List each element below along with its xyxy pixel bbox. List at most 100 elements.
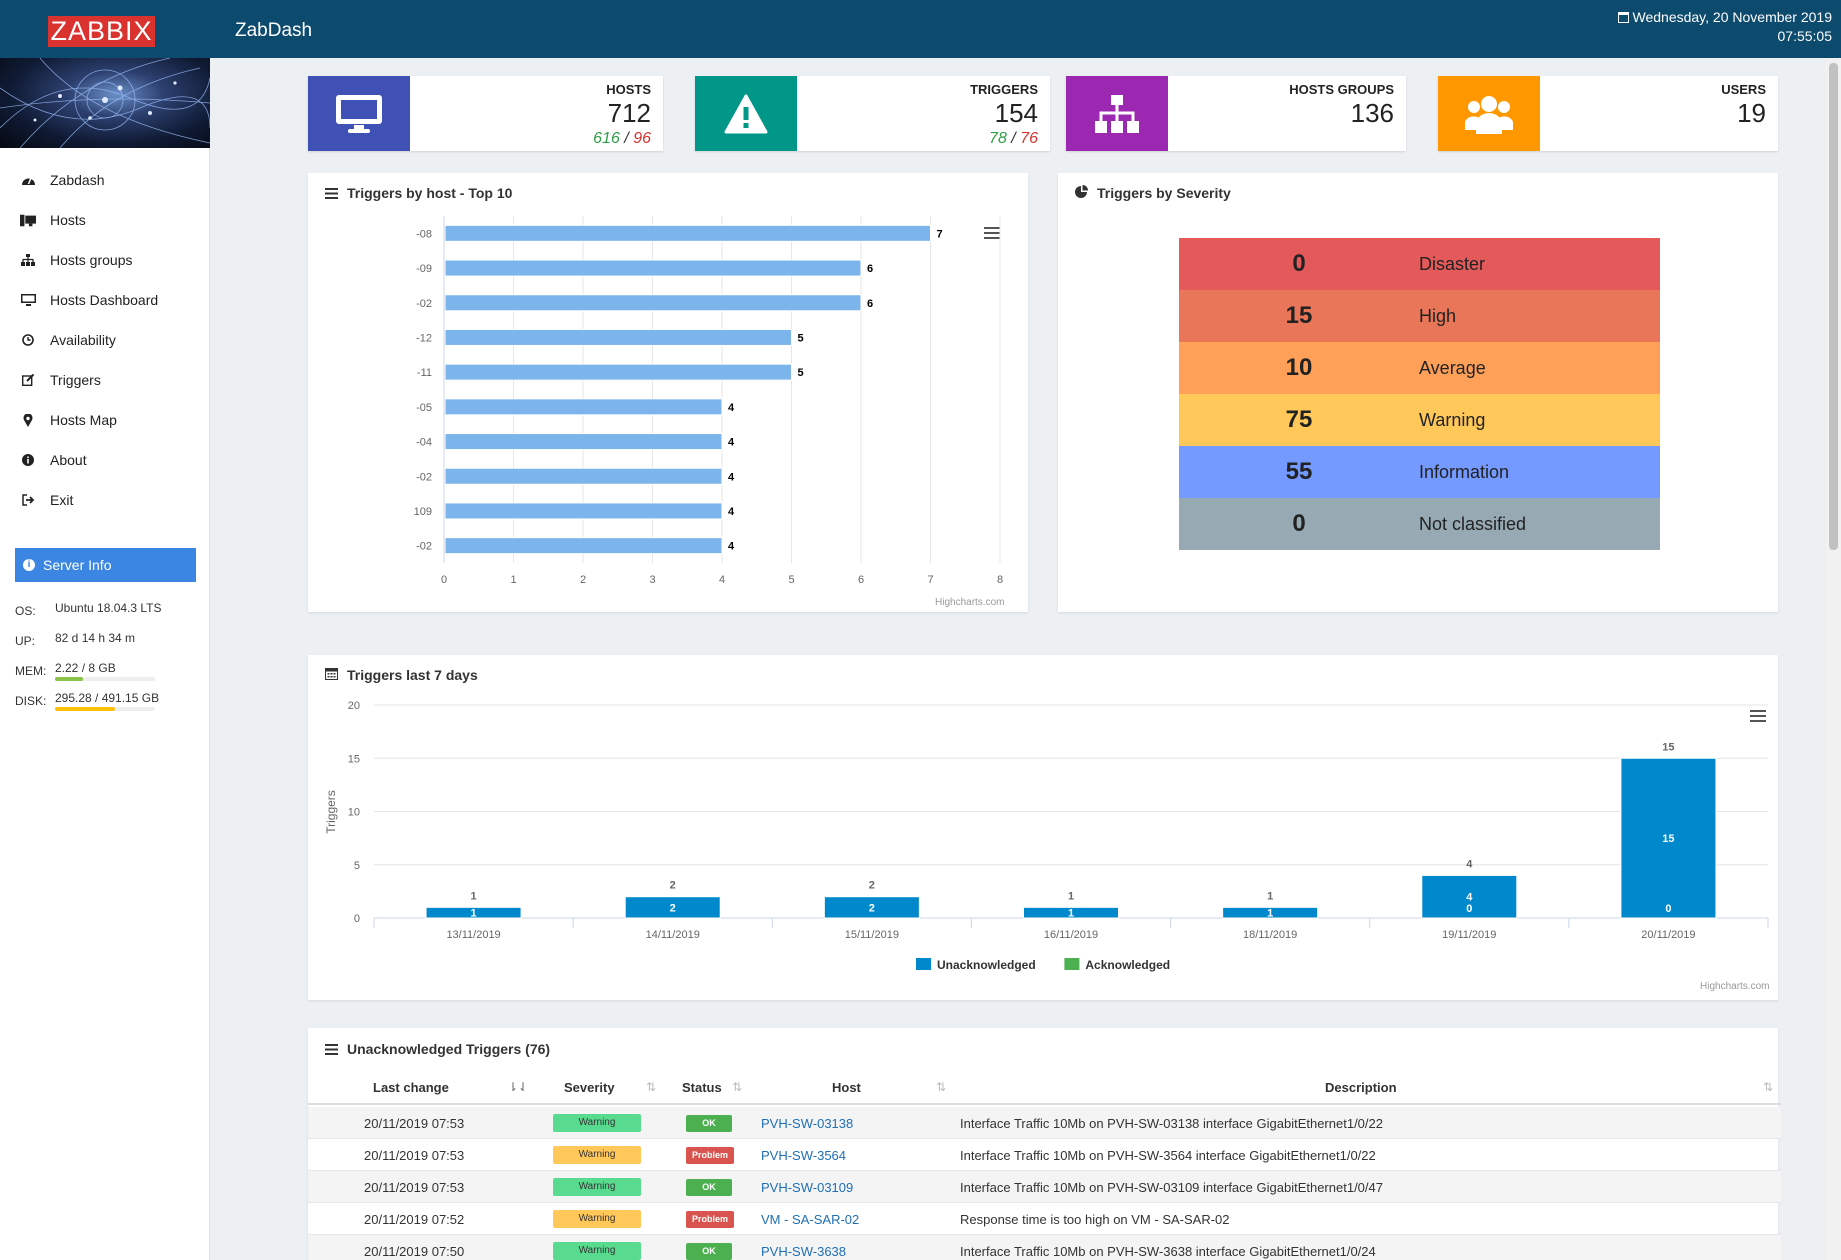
panel-title: Triggers by Severity: [1075, 185, 1231, 201]
severity-row[interactable]: 15 High: [1179, 290, 1660, 342]
card-label: HOSTS: [606, 82, 651, 97]
host-link[interactable]: PVH-SW-03109: [761, 1180, 854, 1195]
column-header-host[interactable]: Host: [832, 1080, 861, 1095]
y-tick-label: -02: [416, 471, 432, 483]
bar: [444, 537, 723, 555]
panel-title: Triggers by host - Top 10: [325, 185, 512, 201]
x-tick-label: 2: [580, 574, 586, 586]
server-disk: DISK: 295.28 / 491.15 GB: [0, 684, 209, 714]
chart-menu-icon[interactable]: [1750, 710, 1766, 722]
scrollbar-thumb[interactable]: [1829, 63, 1838, 550]
cell-last-change: 20/11/2019 07:53: [364, 1148, 465, 1163]
data-label: 4: [728, 541, 735, 553]
card-value: 154: [994, 98, 1038, 128]
sort-icon[interactable]: ⇅: [1763, 1080, 1774, 1094]
sidebar-item-hosts-map[interactable]: Hosts Map: [0, 400, 209, 440]
column-header-severity[interactable]: Severity: [564, 1080, 615, 1095]
column-header-last-change[interactable]: Last change: [373, 1080, 449, 1095]
severity-row[interactable]: 55 Information: [1179, 446, 1660, 498]
y-tick-label: -08: [416, 228, 432, 240]
card-value: 136: [1350, 98, 1394, 128]
sidebar-item-about[interactable]: About: [0, 440, 209, 480]
table-row[interactable]: 20/11/2019 07:52 Warning Problem VM - SA-SA…: [308, 1203, 1781, 1235]
severity-label: Not classified: [1419, 513, 1527, 534]
cell-last-change: 20/11/2019 07:53: [364, 1180, 465, 1195]
severity-row[interactable]: 75 Warning: [1179, 394, 1660, 446]
info-icon: [20, 453, 36, 467]
monitor-icon: [308, 76, 410, 151]
data-label: 7: [937, 228, 943, 240]
network-banner-image: [0, 58, 210, 148]
cell-last-change: 20/11/2019 07:50: [364, 1244, 465, 1259]
y-axis-title: Triggers: [324, 790, 338, 834]
sign-out-icon: [20, 493, 36, 507]
severity-row[interactable]: 0 Not classified: [1179, 498, 1660, 550]
table-row[interactable]: 20/11/2019 07:50 Warning OK PVH-SW-3638 Inte…: [308, 1235, 1781, 1260]
sidebar-item-zabdash[interactable]: Zabdash: [0, 160, 209, 200]
zabbix-logo[interactable]: ZABBIX: [48, 16, 155, 47]
total-label: 2: [670, 880, 676, 892]
triggers-last-7-days-chart: 05101520Triggers13/11/20191114/11/201922…: [324, 700, 1769, 972]
monitor-icon: [20, 293, 36, 307]
severity-label: Warning: [1419, 409, 1486, 430]
data-label: 0: [1665, 903, 1671, 915]
x-tick-label: 4: [719, 574, 725, 586]
sidebar-item-label: Hosts Dashboard: [50, 292, 159, 308]
sitemap-icon: [20, 253, 36, 267]
host-link[interactable]: VM - SA-SAR-02: [761, 1212, 860, 1227]
info-icon: i: [23, 559, 35, 571]
severity-label: Information: [1419, 461, 1510, 482]
y-tick-label: -05: [416, 402, 432, 414]
datetime: Wednesday, 20 November 2019 07:55:05: [1617, 8, 1832, 46]
page-scrollbar[interactable]: [1826, 58, 1841, 1260]
host-link[interactable]: PVH-SW-3564: [761, 1148, 847, 1163]
table-row[interactable]: 20/11/2019 07:53 Warning OK PVH-SW-03138 Int…: [308, 1107, 1781, 1139]
column-header-description[interactable]: Description: [1325, 1080, 1397, 1095]
server-info-button[interactable]: i Server Info: [15, 548, 196, 582]
data-label: 2: [670, 902, 676, 914]
data-label: 15: [1662, 833, 1674, 845]
sort-icon[interactable]: ⇅: [732, 1080, 743, 1094]
legend-label: Acknowledged: [1085, 958, 1170, 972]
hosts-card[interactable]: HOSTS 712 616 / 96: [308, 76, 663, 151]
y-tick-label: -12: [416, 332, 432, 344]
chart-menu-icon[interactable]: [984, 227, 1000, 239]
server-info-list: OS: Ubuntu 18.04.3 LTS UP: 82 d 14 h 34 …: [0, 594, 209, 714]
warning-icon: [695, 76, 797, 151]
users-card[interactable]: USERS 19: [1438, 76, 1778, 151]
bar: [444, 363, 792, 381]
app-title[interactable]: ZabDash: [235, 20, 313, 41]
data-label: 1: [471, 908, 477, 920]
sidebar-item-hosts-groups[interactable]: Hosts groups: [0, 240, 209, 280]
hosts-groups-card[interactable]: HOSTS GROUPS 136: [1066, 76, 1406, 151]
y-tick-label: 10: [348, 807, 360, 819]
triggers-card[interactable]: TRIGGERS 154 78 / 76: [695, 76, 1050, 151]
bar: [444, 259, 862, 277]
cell-description: Response time is too high on VM - SA-SAR…: [960, 1212, 1230, 1227]
sitemap-icon: [1066, 76, 1168, 151]
sort-desc-icon[interactable]: ⇂⇃: [508, 1080, 529, 1094]
table-row[interactable]: 20/11/2019 07:53 Warning Problem PVH-SW-356…: [308, 1139, 1781, 1171]
sidebar-item-hosts-dashboard[interactable]: Hosts Dashboard: [0, 280, 209, 320]
host-link[interactable]: PVH-SW-3638: [761, 1244, 847, 1259]
sort-icon[interactable]: ⇅: [936, 1080, 947, 1094]
highcharts-credit[interactable]: Highcharts.com: [935, 597, 1005, 608]
total-label: 15: [1662, 741, 1674, 753]
sidebar-item-hosts[interactable]: Hosts: [0, 200, 209, 240]
sidebar-item-exit[interactable]: Exit: [0, 480, 209, 520]
calendar-icon: [325, 667, 338, 683]
column-header-status[interactable]: Status: [682, 1080, 722, 1095]
y-tick-label: -02: [416, 541, 432, 553]
cell-description: Interface Traffic 10Mb on PVH-SW-3638 in…: [960, 1244, 1376, 1259]
severity-row[interactable]: 0 Disaster: [1179, 238, 1660, 290]
sidebar-item-availability[interactable]: Availability: [0, 320, 209, 360]
sidebar-item-triggers[interactable]: Triggers: [0, 360, 209, 400]
sort-icon[interactable]: ⇅: [646, 1080, 657, 1094]
highcharts-credit[interactable]: Highcharts.com: [1700, 981, 1770, 992]
total-label: 4: [1466, 858, 1473, 870]
severity-row[interactable]: 10 Average: [1179, 342, 1660, 394]
table-row[interactable]: 20/11/2019 07:53 Warning OK PVH-SW-03109 Int…: [308, 1171, 1781, 1203]
bar-unacknowledged: [425, 906, 522, 919]
panel-title: Unacknowledged Triggers (76): [325, 1041, 550, 1057]
host-link[interactable]: PVH-SW-03138: [761, 1116, 854, 1131]
